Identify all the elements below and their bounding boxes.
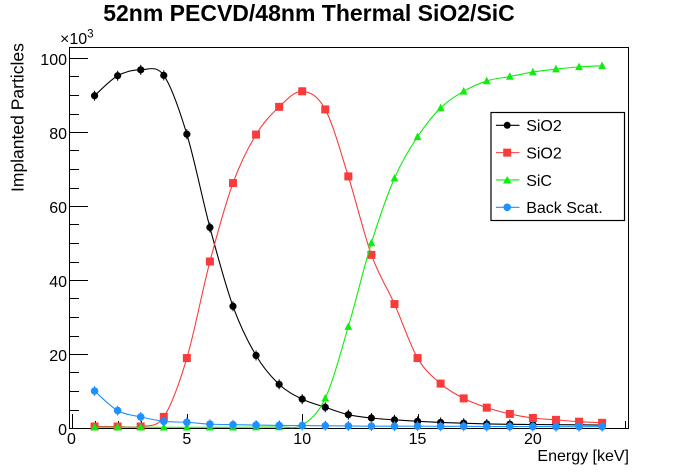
svg-text:40: 40 [49,274,67,291]
svg-text:SiC: SiC [526,173,552,190]
svg-text:20: 20 [49,348,67,365]
svg-text:60: 60 [49,200,67,217]
svg-text:20: 20 [524,431,542,448]
svg-text:52nm PECVD/48nm Thermal SiO2/S: 52nm PECVD/48nm Thermal SiO2/SiC [103,0,515,26]
svg-text:0: 0 [67,431,76,448]
svg-text:SiO2: SiO2 [526,118,562,135]
svg-text:Energy [keV]: Energy [keV] [537,448,629,465]
svg-text:0: 0 [58,422,67,439]
svg-text:5: 5 [182,431,191,448]
svg-text:100: 100 [40,52,67,69]
svg-text:Implanted Particles: Implanted Particles [8,43,28,192]
svg-text:15: 15 [409,431,427,448]
svg-text:Back Scat.: Back Scat. [526,200,602,217]
svg-text:SiO2: SiO2 [526,145,562,162]
svg-text:80: 80 [49,126,67,143]
svg-text:×103: ×103 [60,29,94,49]
svg-text:10: 10 [293,431,311,448]
